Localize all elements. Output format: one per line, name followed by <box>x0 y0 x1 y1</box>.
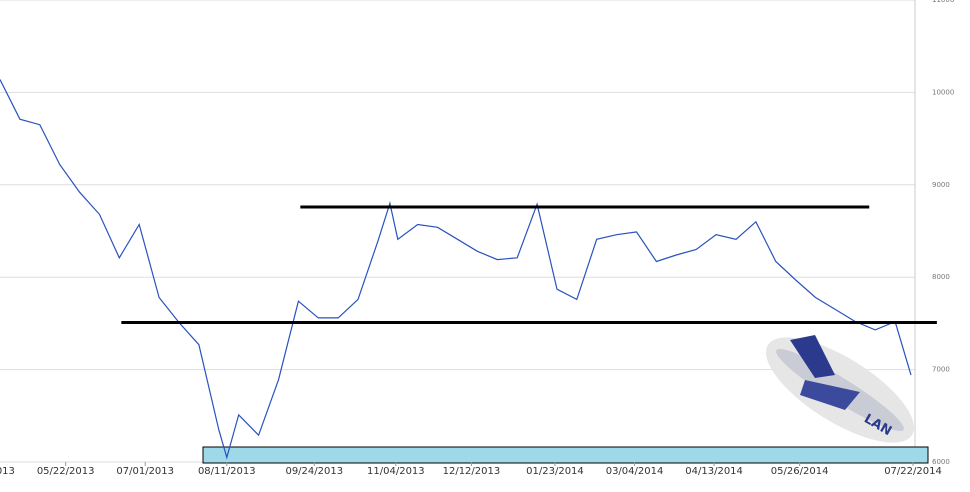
x-tick-label: 03/04/2014 <box>606 466 664 477</box>
x-tick-label: 09/24/2013 <box>285 466 343 477</box>
y-tick-label: 11000 <box>932 0 954 4</box>
y-tick-label: 7000 <box>932 366 950 374</box>
x-tick-label: 04/13/2014 <box>685 466 743 477</box>
x-tick-label: 01/23/2014 <box>526 466 584 477</box>
y-tick-label: 8000 <box>932 273 950 281</box>
airplane: LAN <box>765 335 915 443</box>
x-tick-label: 07/22/2014 <box>884 466 942 477</box>
y-tick-label: 6000 <box>932 458 950 466</box>
price-line <box>0 79 912 460</box>
x-tick-label: 04/12/2013 <box>0 466 15 477</box>
x-tick-label: 11/04/2013 <box>367 466 425 477</box>
x-tick-label: 12/12/2013 <box>443 466 501 477</box>
x-tick-label: 05/22/2013 <box>37 466 95 477</box>
range-bar <box>202 446 929 464</box>
x-tick-label: 08/11/2013 <box>198 466 256 477</box>
y-tick-label: 9000 <box>932 181 950 189</box>
x-tick-label: 05/26/2014 <box>771 466 829 477</box>
x-tick-label: 07/01/2013 <box>116 466 174 477</box>
y-tick-label: 10000 <box>932 88 954 96</box>
